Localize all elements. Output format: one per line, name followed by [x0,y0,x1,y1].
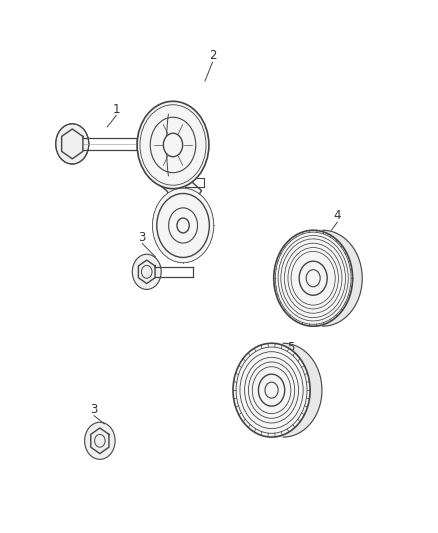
Circle shape [169,208,198,243]
Polygon shape [272,343,322,437]
Circle shape [274,230,353,326]
Circle shape [137,101,209,189]
Polygon shape [153,178,201,201]
Circle shape [150,117,196,173]
Text: 2: 2 [208,50,216,62]
Circle shape [132,254,161,289]
Circle shape [177,218,189,233]
Text: 3: 3 [139,231,146,244]
Text: 5: 5 [288,341,295,354]
Circle shape [152,188,214,263]
Circle shape [233,343,310,437]
Text: 3: 3 [91,403,98,416]
Text: 4: 4 [333,209,341,222]
Polygon shape [313,230,362,326]
Circle shape [265,382,278,398]
Circle shape [85,422,115,459]
Text: 1: 1 [112,103,120,116]
Circle shape [163,133,183,157]
Circle shape [299,261,327,295]
Polygon shape [91,428,109,454]
Polygon shape [138,260,155,284]
Polygon shape [62,129,83,159]
Circle shape [258,374,285,406]
Circle shape [306,270,320,287]
Circle shape [56,124,89,164]
Circle shape [157,193,209,257]
